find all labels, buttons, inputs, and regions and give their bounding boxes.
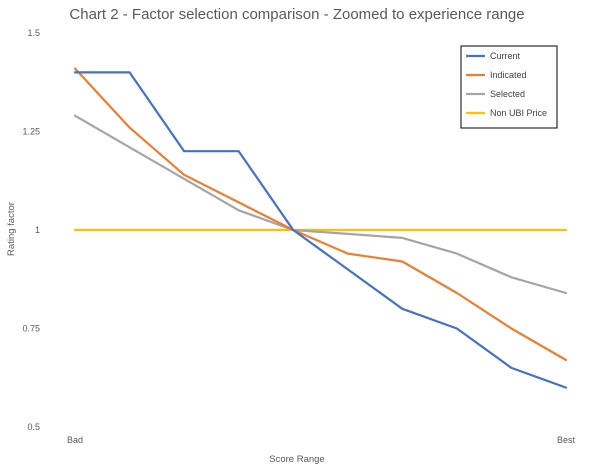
plot-area [73, 67, 568, 389]
legend-box [460, 45, 558, 129]
y-tick-label: 1 [35, 225, 40, 235]
legend: Current Indicated Selected Non UBI Price [460, 45, 558, 129]
legend-label: Current [490, 51, 521, 61]
y-tick-label: 1.25 [22, 127, 40, 137]
series-line-indicated [73, 67, 568, 362]
y-tick-label: 0.5 [27, 422, 40, 432]
x-tick-label: Best [557, 435, 576, 445]
legend-label: Selected [490, 89, 525, 99]
y-tick-label: 1.5 [27, 28, 40, 38]
x-axis: Bad Best [67, 435, 576, 445]
x-tick-label: Bad [67, 435, 83, 445]
legend-label: Non UBI Price [490, 108, 547, 118]
y-tick-label: 0.75 [22, 324, 40, 334]
x-axis-title: Score Range [269, 454, 324, 465]
y-axis: 0.5 0.75 1 1.25 1.5 [22, 28, 40, 432]
y-axis-title: Rating factor [6, 202, 17, 256]
legend-label: Indicated [490, 70, 527, 80]
series-line-current [73, 71, 568, 389]
series-line-selected [73, 114, 568, 295]
chart-title: Chart 2 - Factor selection comparison - … [69, 6, 524, 23]
